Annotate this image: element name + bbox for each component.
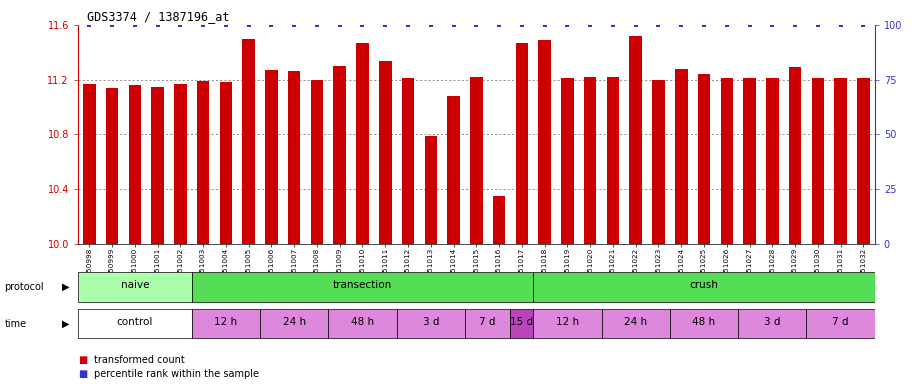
Bar (606, 77, 619, 244)
Bar (220, 83, 232, 244)
Bar (465, 309, 510, 338)
Bar (516, 43, 529, 244)
Bar (78, 272, 191, 302)
Text: 12 h: 12 h (214, 317, 237, 327)
Bar (812, 78, 824, 244)
Text: 3 d: 3 d (764, 317, 780, 327)
Bar (191, 309, 260, 338)
Bar (766, 78, 779, 244)
Bar (738, 309, 806, 338)
Text: protocol: protocol (5, 282, 44, 292)
Bar (675, 69, 688, 244)
Text: 3 d: 3 d (422, 317, 439, 327)
Bar (583, 77, 596, 244)
Text: 24 h: 24 h (283, 317, 306, 327)
Bar (128, 85, 141, 244)
Bar (533, 309, 602, 338)
Text: transection: transection (333, 280, 392, 290)
Bar (265, 70, 278, 244)
Bar (470, 77, 483, 244)
Bar (562, 78, 573, 244)
Bar (243, 39, 255, 244)
Bar (397, 309, 465, 338)
Bar (78, 309, 191, 338)
Bar (379, 61, 391, 244)
Bar (197, 81, 210, 244)
Bar (670, 309, 738, 338)
Text: control: control (116, 317, 153, 327)
Bar (721, 78, 733, 244)
Bar (652, 79, 665, 244)
Text: percentile rank within the sample: percentile rank within the sample (94, 369, 259, 379)
Bar (260, 309, 328, 338)
Text: 24 h: 24 h (624, 317, 648, 327)
Bar (191, 272, 533, 302)
Bar (533, 272, 875, 302)
Text: 48 h: 48 h (692, 317, 715, 327)
Bar (789, 67, 802, 244)
Text: ■: ■ (78, 369, 87, 379)
Bar (834, 78, 847, 244)
Bar (493, 196, 506, 244)
Text: naive: naive (121, 280, 149, 290)
Bar (743, 78, 756, 244)
Text: GDS3374 / 1387196_at: GDS3374 / 1387196_at (87, 10, 230, 23)
Bar (105, 88, 118, 244)
Text: crush: crush (690, 280, 718, 290)
Bar (311, 79, 323, 244)
Bar (424, 136, 437, 244)
Bar (510, 309, 533, 338)
Bar (356, 43, 369, 244)
Bar (539, 40, 551, 244)
Text: 15 d: 15 d (510, 317, 533, 327)
Text: 48 h: 48 h (351, 317, 374, 327)
Bar (698, 74, 710, 244)
Text: 7 d: 7 d (479, 317, 496, 327)
Text: transformed count: transformed count (94, 355, 185, 365)
Bar (447, 96, 460, 244)
Text: ■: ■ (78, 355, 87, 365)
Text: 7 d: 7 d (833, 317, 849, 327)
Bar (328, 309, 397, 338)
Text: ▶: ▶ (62, 282, 70, 292)
Bar (629, 36, 642, 244)
Bar (174, 84, 187, 244)
Bar (83, 84, 95, 244)
Bar (402, 78, 414, 244)
Text: ▶: ▶ (62, 318, 70, 329)
Text: time: time (5, 318, 27, 329)
Bar (857, 78, 869, 244)
Bar (151, 86, 164, 244)
Bar (806, 309, 875, 338)
Bar (602, 309, 670, 338)
Text: 12 h: 12 h (556, 317, 579, 327)
Bar (333, 66, 346, 244)
Bar (288, 71, 300, 244)
